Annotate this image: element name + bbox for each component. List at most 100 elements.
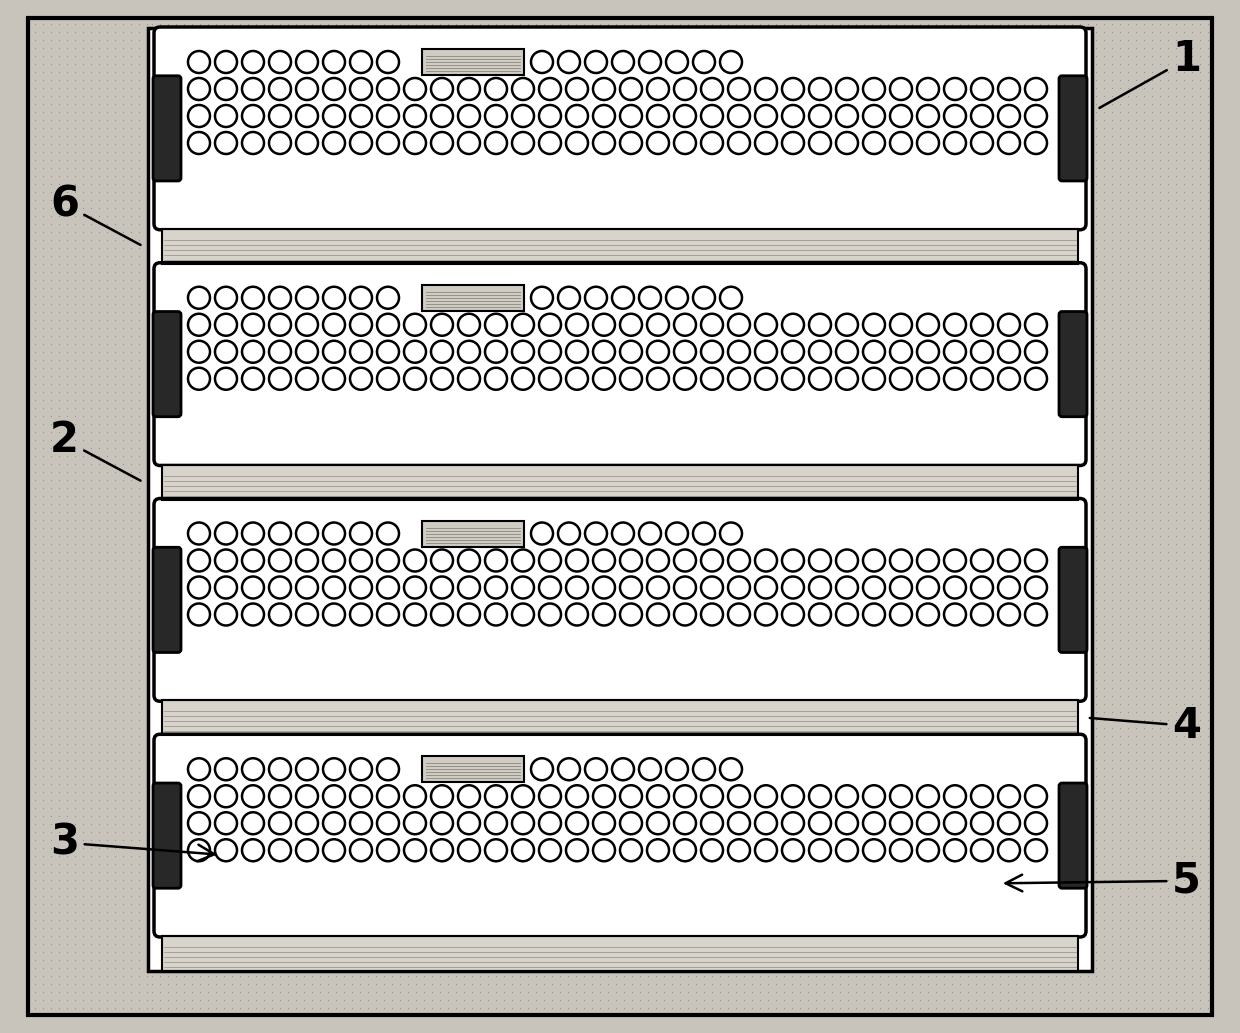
Point [50, 504, 69, 521]
Point [64, 720, 84, 737]
Circle shape [998, 576, 1021, 598]
Point [33, 575, 53, 592]
Point [73, 600, 93, 617]
Point [1118, 616, 1138, 632]
Point [1182, 735, 1202, 752]
Point [81, 872, 100, 888]
Point [1182, 440, 1202, 457]
Point [1110, 680, 1130, 696]
Point [1142, 936, 1162, 952]
Point [89, 568, 109, 585]
Point [1047, 992, 1066, 1008]
Point [1135, 80, 1154, 96]
Point [1174, 344, 1194, 361]
Circle shape [432, 105, 453, 127]
Point [1149, 103, 1169, 120]
Point [64, 776, 84, 792]
Point [113, 120, 133, 136]
Point [1142, 240, 1162, 256]
Point [105, 607, 125, 624]
Point [113, 664, 133, 681]
Point [105, 976, 125, 993]
Point [129, 208, 149, 224]
Point [105, 312, 125, 328]
Point [1190, 744, 1210, 760]
Point [1126, 912, 1146, 929]
Point [1118, 776, 1138, 792]
Point [1094, 600, 1114, 617]
Point [64, 887, 84, 904]
Point [105, 632, 125, 649]
Point [262, 1000, 281, 1016]
Circle shape [836, 785, 858, 807]
Point [50, 944, 69, 961]
Point [606, 968, 626, 984]
Point [254, 992, 274, 1008]
Point [254, 15, 274, 32]
Point [246, 976, 265, 993]
Point [1135, 568, 1154, 585]
Point [1102, 560, 1122, 576]
Point [1094, 896, 1114, 912]
Point [1198, 88, 1218, 104]
Point [1149, 208, 1169, 224]
Point [81, 584, 100, 600]
Circle shape [755, 105, 777, 127]
Point [1102, 735, 1122, 752]
Point [1086, 912, 1106, 929]
Point [1142, 80, 1162, 96]
Point [1174, 639, 1194, 656]
Point [138, 951, 157, 968]
Point [97, 336, 117, 352]
Point [113, 167, 133, 184]
Point [1094, 216, 1114, 232]
Point [113, 584, 133, 600]
Point [303, 992, 322, 1008]
Point [57, 720, 77, 737]
Point [1118, 295, 1138, 312]
Point [50, 680, 69, 696]
Point [89, 240, 109, 256]
Point [774, 15, 794, 32]
Circle shape [322, 132, 345, 154]
Point [1190, 624, 1210, 640]
Point [50, 784, 69, 801]
Point [113, 327, 133, 344]
Point [64, 56, 84, 72]
Point [81, 639, 100, 656]
Point [198, 968, 218, 984]
Point [206, 1000, 226, 1016]
Point [1094, 887, 1114, 904]
Point [966, 968, 986, 984]
Point [950, 1000, 970, 1016]
Point [1110, 359, 1130, 376]
Point [41, 464, 61, 480]
Point [1198, 479, 1218, 496]
Point [1198, 511, 1218, 528]
Circle shape [377, 341, 399, 363]
Point [50, 791, 69, 808]
Point [1149, 400, 1169, 416]
Point [1135, 120, 1154, 136]
Point [57, 327, 77, 344]
Point [1190, 855, 1210, 872]
Point [758, 983, 777, 1000]
Point [1198, 744, 1218, 760]
Point [1149, 432, 1169, 448]
Circle shape [531, 523, 553, 544]
Point [1094, 152, 1114, 168]
Point [1126, 320, 1146, 337]
Point [50, 703, 69, 720]
Point [846, 983, 866, 1000]
Point [1086, 568, 1106, 585]
Point [1094, 808, 1114, 824]
Point [1135, 112, 1154, 128]
Point [1182, 240, 1202, 256]
Point [57, 887, 77, 904]
Point [1094, 696, 1114, 713]
Point [57, 944, 77, 961]
Point [25, 511, 45, 528]
Circle shape [808, 576, 831, 598]
Point [64, 600, 84, 617]
Point [50, 696, 69, 713]
